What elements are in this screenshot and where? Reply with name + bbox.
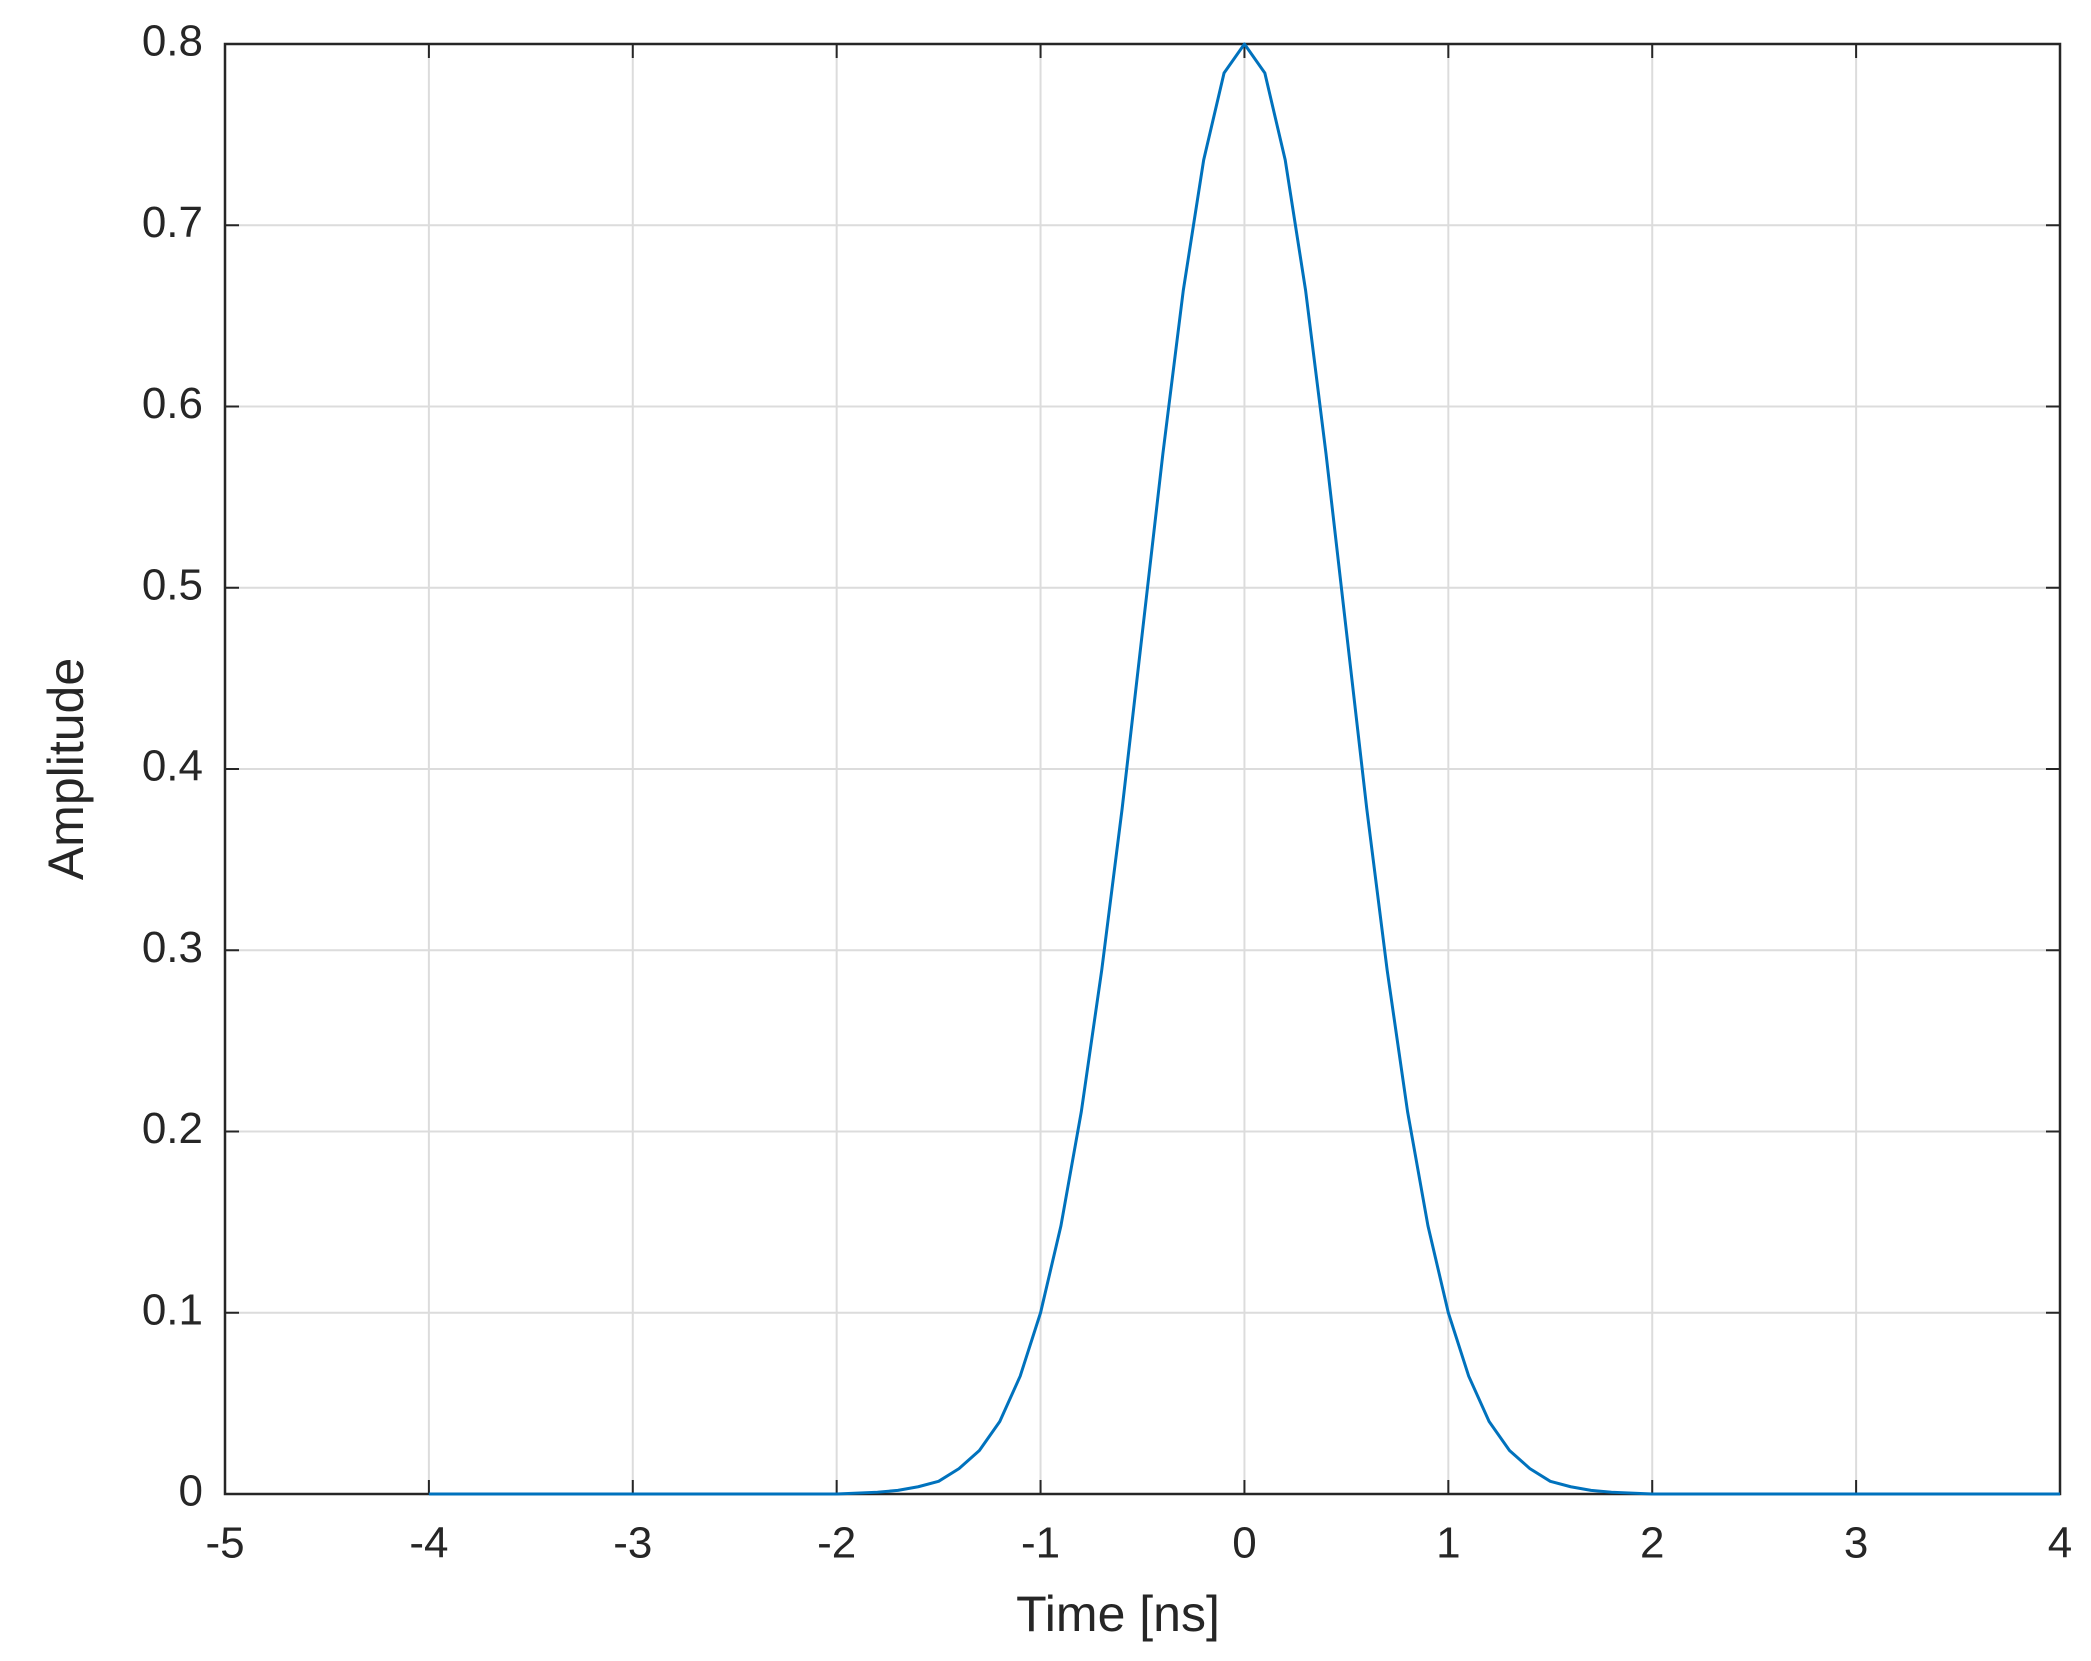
plot-frame [223,42,2062,1496]
y-tick-label: 0.2 [142,1104,203,1153]
y-tick-label: 0.4 [142,742,203,791]
x-tick-label: -5 [205,1519,244,1568]
x-tick-label: -1 [1021,1519,1060,1568]
x-tick-label: -4 [409,1519,448,1568]
x-axis-label: Time [ns] [1016,1586,1220,1642]
x-tick-label: -2 [817,1519,856,1568]
x-tick-label: 0 [1232,1519,1256,1568]
y-tick-label: 0.8 [142,17,203,66]
line-series [428,42,2060,1496]
y-axis-label: Amplitude [38,658,94,880]
x-tick-label: -3 [613,1519,652,1568]
x-tick-label: 1 [1436,1519,1460,1568]
x-tick-label: 4 [2048,1519,2072,1568]
y-tick-label: 0 [179,1467,203,1516]
x-tick-label: 2 [1640,1519,1664,1568]
y-tick-label: 0.5 [142,560,203,609]
y-tick-label: 0.6 [142,379,203,428]
y-tick-label: 0.1 [142,1285,203,1334]
x-tick-label: 3 [1844,1519,1868,1568]
y-tick-label: 0.7 [142,198,203,247]
y-tick-label: 0.3 [142,923,203,972]
